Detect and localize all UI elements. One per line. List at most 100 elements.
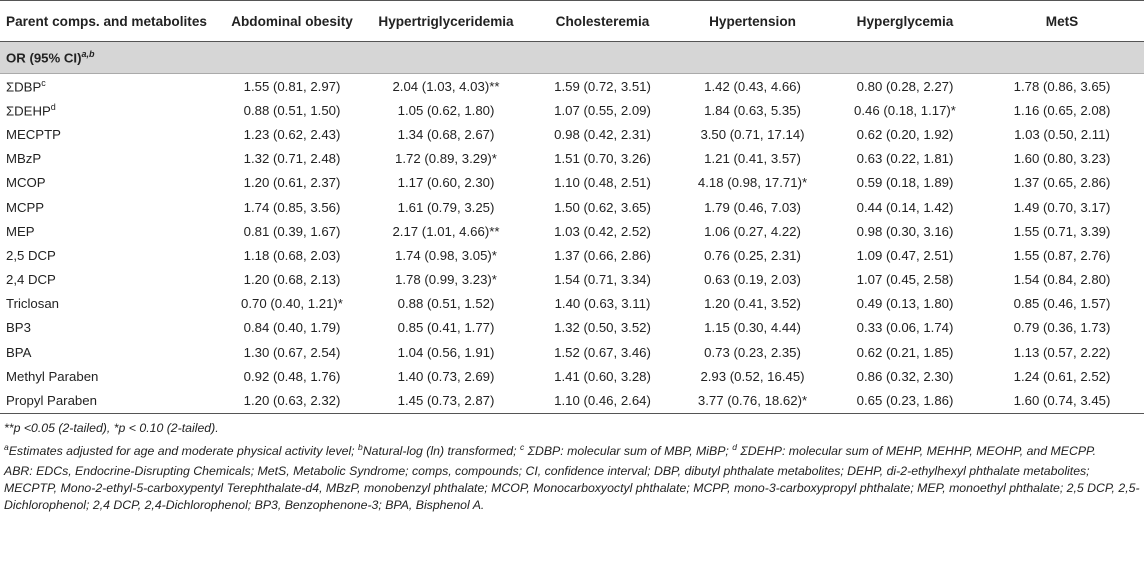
significance-note: **p <0.05 (2-tailed), *p < 0.10 (2-taile… (4, 421, 219, 436)
table-cell: 1.61 (0.79, 3.25) (397, 199, 495, 215)
table-cell: 1.78 (0.99, 3.23)* (395, 272, 497, 288)
row-label: 2,4 DCP (6, 272, 56, 288)
table-cell: 0.73 (0.23, 2.35) (704, 344, 801, 360)
table-cell: 1.10 (0.48, 2.51) (554, 175, 651, 191)
table-cell: 0.44 (0.14, 1.42) (856, 199, 954, 215)
table-cell: 0.62 (0.20, 1.92) (856, 126, 954, 142)
table-cell: 1.06 (0.27, 4.22) (704, 223, 801, 239)
column-header: Hyperglycemia (830, 0, 980, 42)
table-cell: 1.20 (0.68, 2.13) (243, 272, 341, 288)
table-cell: 1.16 (0.65, 2.08) (1013, 102, 1111, 118)
table-cell: 0.98 (0.42, 2.31) (554, 126, 651, 142)
row-label: MBzP (6, 151, 42, 167)
table-cell: 1.52 (0.67, 3.46) (554, 344, 651, 360)
row-label: Triclosan (6, 296, 60, 312)
table-cell: 0.85 (0.46, 1.57) (1013, 296, 1111, 312)
table-cell: 0.88 (0.51, 1.50) (243, 102, 341, 118)
row-label: ΣDEHPd (6, 102, 56, 119)
table-cell: 1.72 (0.89, 3.29)* (395, 151, 497, 167)
table-row: MEP 0.81 (0.39, 1.67) 2.17 (1.01, 4.66)** 1… (0, 219, 1144, 243)
table-cell: 1.74 (0.98, 3.05)* (395, 247, 497, 263)
table-cell: 1.37 (0.66, 2.86) (554, 247, 651, 263)
table-cell: 0.59 (0.18, 1.89) (856, 175, 954, 191)
column-header: Hypertriglyceridemia (362, 0, 530, 42)
table-cell: 3.50 (0.71, 17.14) (700, 126, 805, 142)
table-row: BP3 0.84 (0.40, 1.79) 0.85 (0.41, 1.77) 1.3… (0, 316, 1144, 340)
table-cell: 0.79 (0.36, 1.73) (1013, 320, 1111, 336)
table-cell: 0.63 (0.22, 1.81) (856, 151, 954, 167)
table-cell: 1.74 (0.85, 3.56) (243, 199, 341, 215)
table-cell: 0.80 (0.28, 2.27) (856, 78, 954, 94)
table-row: MBzP 1.32 (0.71, 2.48) 1.72 (0.89, 3.29)* 1… (0, 147, 1144, 171)
table-cell: 1.51 (0.70, 3.26) (554, 151, 651, 167)
table-cell: 1.05 (0.62, 1.80) (397, 102, 495, 118)
table-cell: 1.79 (0.46, 7.03) (704, 199, 801, 215)
table-cell: 1.32 (0.50, 3.52) (554, 320, 651, 336)
table-cell: 1.54 (0.84, 2.80) (1013, 272, 1111, 288)
row-label: MECPTP (6, 126, 61, 142)
table-cell: 1.42 (0.43, 4.66) (704, 78, 801, 94)
table-cell: 0.46 (0.18, 1.17)* (854, 102, 956, 118)
table-cell: 0.70 (0.40, 1.21)* (241, 296, 343, 312)
table-row: MCOP 1.20 (0.61, 2.37) 1.17 (0.60, 2.30) 1.… (0, 171, 1144, 195)
table-row: Methyl Paraben 0.92 (0.48, 1.76) 1.40 (0.7… (0, 364, 1144, 388)
table-cell: 1.54 (0.71, 3.34) (554, 272, 651, 288)
section-label: OR (95% CI)a,b (0, 41, 1144, 74)
table-cell: 1.30 (0.67, 2.54) (243, 344, 341, 360)
footnote-mark: c (41, 77, 46, 88)
table-cell: 0.92 (0.48, 1.76) (243, 368, 341, 384)
table-row: 2,5 DCP 1.18 (0.68, 2.03) 1.74 (0.98, 3.05… (0, 243, 1144, 267)
table-cell: 1.20 (0.63, 2.32) (222, 388, 362, 415)
table-cell: 1.13 (0.57, 2.22) (1013, 344, 1111, 360)
table-cell: 0.65 (0.23, 1.86) (830, 388, 980, 415)
row-label: Methyl Paraben (6, 368, 99, 384)
table-cell: 1.55 (0.71, 3.39) (1013, 223, 1111, 239)
table-cell: 0.85 (0.41, 1.77) (397, 320, 495, 336)
row-label: 2,5 DCP (6, 247, 56, 263)
table-cell: 2.04 (1.03, 4.03)** (392, 78, 500, 94)
table-cell: 1.07 (0.55, 2.09) (554, 102, 651, 118)
table-row: ΣDEHPd 0.88 (0.51, 1.50) 1.05 (0.62, 1.80)… (0, 98, 1144, 122)
table-cell: 1.55 (0.87, 2.76) (1013, 247, 1111, 263)
table-cell: 1.24 (0.61, 2.52) (1013, 368, 1111, 384)
table-cell: 1.37 (0.65, 2.86) (1013, 175, 1111, 191)
table-row: ΣDBPc 1.55 (0.81, 2.97) 2.04 (1.03, 4.03)*… (0, 74, 1144, 99)
table-cell: 1.84 (0.63, 5.35) (704, 102, 801, 118)
table-cell: 1.55 (0.81, 2.97) (243, 78, 341, 94)
abbreviations-note: ABR: EDCs, Endocrine-Disrupting Chemical… (4, 463, 1140, 512)
table-cell: 1.60 (0.80, 3.23) (1013, 151, 1111, 167)
table-cell: 0.98 (0.30, 3.16) (856, 223, 954, 239)
table-cell: 1.20 (0.41, 3.52) (704, 296, 801, 312)
table-cell: 1.50 (0.62, 3.65) (554, 199, 651, 215)
table-cell: 1.59 (0.72, 3.51) (554, 78, 651, 94)
table-row: 2,4 DCP 1.20 (0.68, 2.13) 1.78 (0.99, 3.23… (0, 268, 1144, 292)
row-label: MCOP (6, 175, 46, 191)
table-cell: 0.84 (0.40, 1.79) (243, 320, 341, 336)
table-cell: 1.20 (0.61, 2.37) (243, 175, 341, 191)
odds-ratio-table: Parent comps. and metabolites Abdominal … (0, 0, 1144, 415)
table-cell: 1.78 (0.86, 3.65) (1013, 78, 1111, 94)
header-row: Parent comps. and metabolites Abdominal … (0, 0, 1144, 42)
section-row: OR (95% CI)a,b (0, 41, 1144, 74)
table-cell: 1.41 (0.60, 3.28) (554, 368, 651, 384)
table-cell: 1.45 (0.73, 2.87) (362, 388, 530, 415)
column-header: Abdominal obesity (222, 0, 362, 42)
table-cell: 2.17 (1.01, 4.66)** (392, 223, 500, 239)
table-row: MECPTP 1.23 (0.62, 2.43) 1.34 (0.68, 2.67)… (0, 122, 1144, 146)
table-figure: Parent comps. and metabolites Abdominal … (0, 0, 1144, 512)
row-label: BP3 (6, 320, 31, 336)
table-cell: 1.40 (0.73, 2.69) (397, 368, 495, 384)
row-label: Propyl Paraben (0, 388, 222, 415)
table-cell: 0.88 (0.51, 1.52) (397, 296, 495, 312)
table-cell: 0.81 (0.39, 1.67) (243, 223, 341, 239)
table-cell: 1.17 (0.60, 2.30) (397, 175, 495, 191)
table-cell: 1.03 (0.42, 2.52) (554, 223, 651, 239)
row-label: ΣDBPc (6, 77, 46, 95)
row-label: MCPP (6, 199, 45, 215)
table-cell: 1.49 (0.70, 3.17) (1013, 199, 1111, 215)
table-cell: 0.86 (0.32, 2.30) (856, 368, 954, 384)
row-label: MEP (6, 223, 35, 239)
table-cell: 1.23 (0.62, 2.43) (243, 126, 341, 142)
table-cell: 1.09 (0.47, 2.51) (856, 247, 954, 263)
table-cell: 1.40 (0.63, 3.11) (554, 296, 651, 312)
